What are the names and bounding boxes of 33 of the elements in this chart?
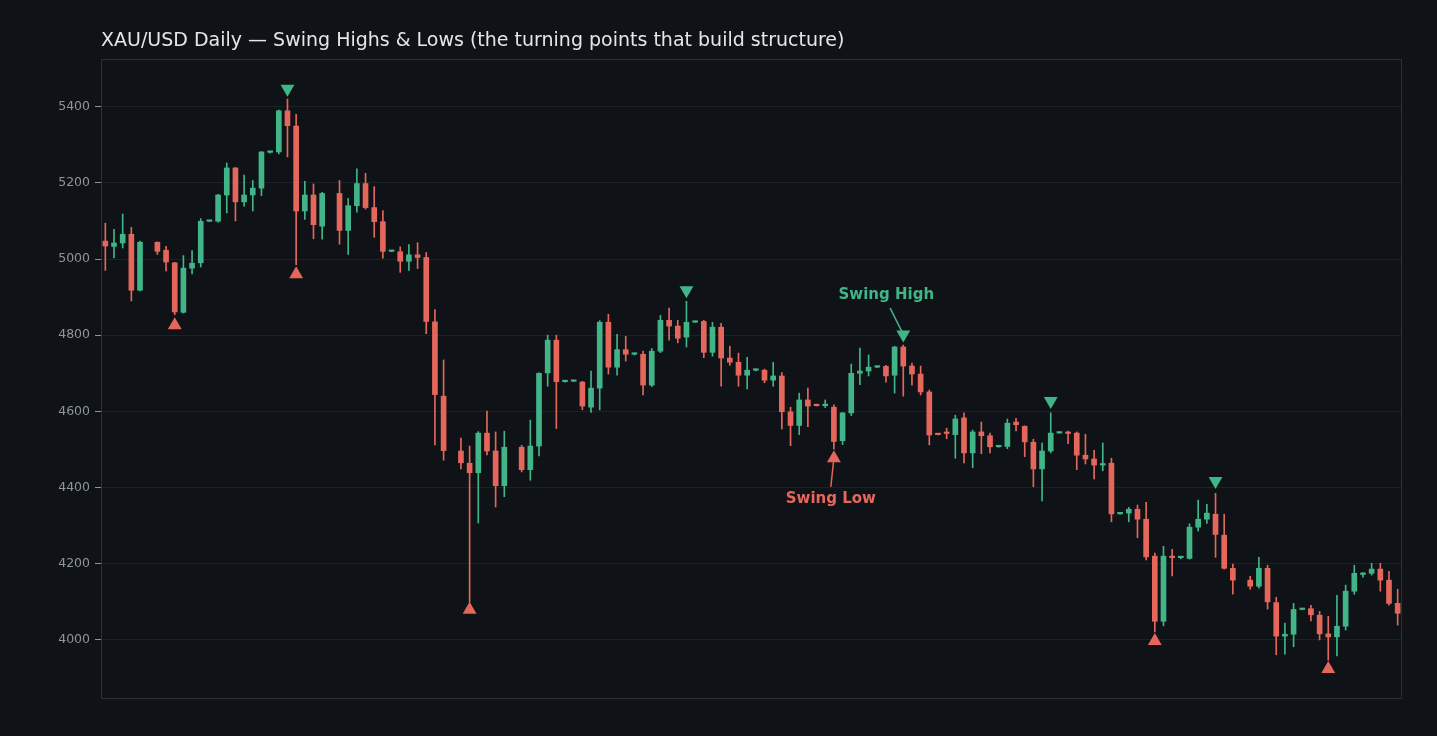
candlestick xyxy=(249,180,256,212)
candlestick xyxy=(666,307,672,341)
candlestick xyxy=(1013,417,1019,432)
y-tick-label: 4200 xyxy=(58,555,91,571)
candlestick xyxy=(111,228,117,259)
candlestick xyxy=(857,347,863,386)
candlestick xyxy=(241,174,247,207)
candlestick xyxy=(1099,442,1106,472)
candlestick xyxy=(805,387,811,427)
candlestick xyxy=(622,336,629,362)
candlestick xyxy=(1334,595,1340,657)
candlestick xyxy=(744,356,750,390)
y-tick-label: 5400 xyxy=(58,97,91,113)
point xyxy=(280,84,295,97)
chart-title: XAU/USD Daily — Swing Highs & Lows (the turning points that build structure) xyxy=(101,28,845,50)
point xyxy=(1147,633,1162,646)
candlestick xyxy=(1091,449,1097,480)
point xyxy=(462,601,477,614)
y-tick-label: 4400 xyxy=(58,478,91,494)
text: Swing High xyxy=(838,285,935,304)
y-tick-label: 5200 xyxy=(58,174,91,190)
point xyxy=(1321,660,1336,673)
candlestick xyxy=(726,345,733,366)
legend-label: Swing Low xyxy=(785,489,877,508)
point xyxy=(679,286,694,299)
point xyxy=(896,330,911,343)
candlestick xyxy=(1065,430,1071,445)
y-tick-label: 4000 xyxy=(58,631,91,647)
y-tick-label: 4600 xyxy=(58,402,91,418)
y-tick-label: 5000 xyxy=(58,250,91,266)
y-tick-label: 4800 xyxy=(58,326,91,342)
candlestick xyxy=(189,250,195,275)
candlestick xyxy=(1169,548,1175,577)
